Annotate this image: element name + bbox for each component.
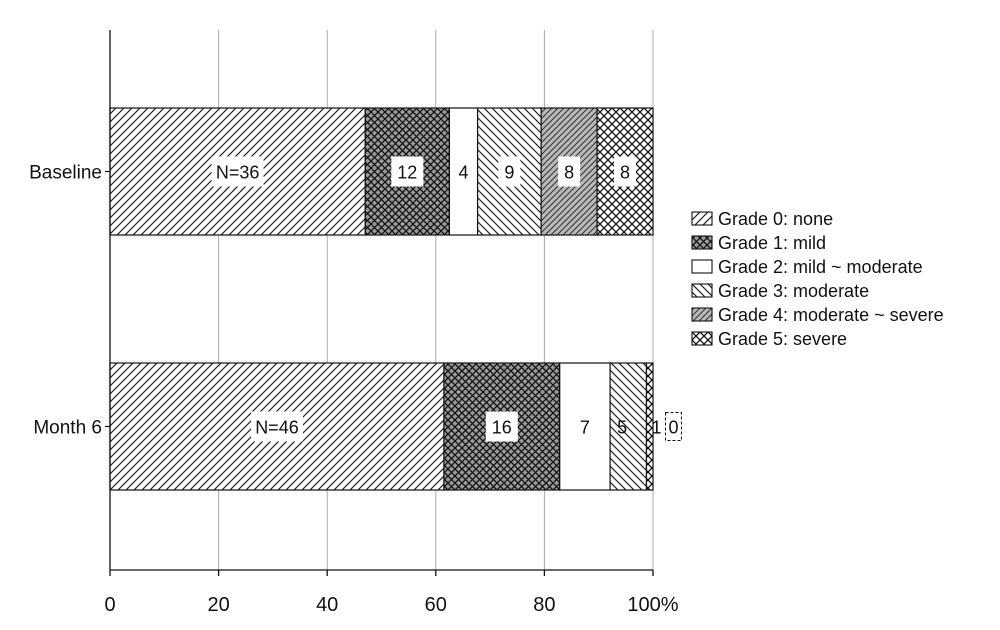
segment-label-box: [558, 156, 581, 187]
segment-label: 12: [397, 163, 417, 183]
segment-label-box: [485, 411, 518, 442]
legend-label: Grade 4: moderate ~ severe: [718, 305, 944, 325]
x-tick-label: 60: [425, 594, 447, 616]
legend-label: Grade 1: mild: [718, 233, 826, 253]
segment-label-box: [614, 156, 637, 187]
segment-label: 16: [492, 418, 512, 438]
x-tick-label: 100%: [627, 594, 678, 616]
bar-segment: [609, 362, 648, 491]
segment-label: 0: [668, 418, 678, 438]
segment-label: 9: [504, 163, 514, 183]
bar-segment: [645, 362, 654, 491]
segment-label-box: [391, 156, 424, 187]
segment-label: 1: [651, 418, 661, 438]
legend-swatch: [691, 235, 713, 250]
segment-label: 5: [617, 418, 627, 438]
legend-label: Grade 3: moderate: [718, 281, 869, 301]
legend-swatch: [691, 283, 713, 298]
segment-label: 8: [620, 163, 630, 183]
segment-label-box: [664, 412, 682, 441]
segment-label-box: [250, 411, 303, 442]
segment-label: N=36: [216, 163, 260, 183]
legend-swatch: [691, 307, 713, 322]
legend-label: Grade 0: none: [718, 209, 833, 229]
x-tick-label: 80: [533, 594, 555, 616]
x-tick-label: 20: [207, 594, 229, 616]
segment-label: 7: [580, 418, 590, 438]
bars-layer: N=36 12 4 9 8 8 N=46 16 7 5 01: [109, 107, 682, 491]
legend-label: Grade 5: severe: [718, 329, 847, 349]
legend-label: Grade 2: mild ~ moderate: [718, 257, 923, 277]
segment-label: N=46: [255, 418, 299, 438]
category-label: Month 6: [33, 418, 102, 439]
segment-label: 4: [458, 163, 468, 183]
segment-label-box: [498, 156, 521, 187]
legend-swatch: [691, 211, 713, 226]
legend: Grade 0: none Grade 1: mild Grade 2: mild …: [691, 209, 944, 349]
segment-label-box: [211, 156, 264, 187]
legend-swatch: [691, 331, 713, 346]
x-tick-label: 40: [316, 594, 338, 616]
legend-swatch: [691, 259, 713, 274]
x-tick-label: 0: [104, 594, 115, 616]
segment-label: 8: [564, 163, 574, 183]
category-label: Baseline: [29, 163, 102, 184]
